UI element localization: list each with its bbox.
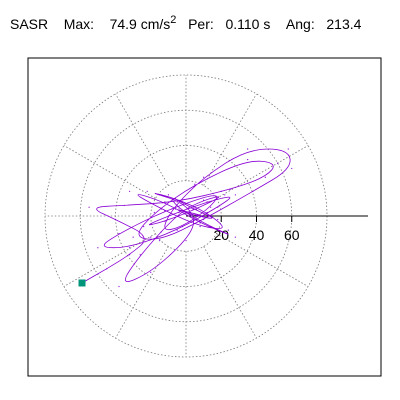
trace-point-42 bbox=[139, 254, 141, 256]
trace-point-23 bbox=[160, 231, 162, 233]
grid-spoke-210 bbox=[63, 233, 156, 287]
trace-point-59 bbox=[178, 208, 180, 210]
grid-spoke-30 bbox=[216, 145, 309, 199]
header-bar: SASR Max: 74.9 cm/s2 Per: 0.110 s Ang: 2… bbox=[10, 14, 361, 38]
trace-point-10 bbox=[277, 162, 279, 164]
period-label: Per: bbox=[188, 16, 214, 32]
trace-point-11 bbox=[247, 159, 249, 161]
trace-point-9 bbox=[264, 176, 266, 178]
plot-frame bbox=[27, 57, 382, 377]
trace-point-19 bbox=[287, 148, 289, 150]
trace-point-25 bbox=[210, 206, 212, 208]
trace-point-21 bbox=[203, 176, 205, 178]
station-code: SASR bbox=[10, 16, 49, 32]
trace-point-35 bbox=[167, 215, 169, 217]
trace-point-17 bbox=[252, 190, 254, 192]
max-exponent: 2 bbox=[170, 14, 177, 26]
trace-point-54 bbox=[129, 190, 131, 192]
trace-point-57 bbox=[234, 236, 236, 238]
radial-tick-label-20: 20 bbox=[213, 227, 229, 243]
radial-axis: 20 40 60 bbox=[186, 215, 368, 243]
trace-point-64 bbox=[174, 208, 177, 210]
trace-point-39 bbox=[224, 194, 226, 196]
radial-tick-label-40: 40 bbox=[249, 227, 265, 243]
trace-point-52 bbox=[199, 225, 201, 228]
trace-point-38 bbox=[195, 208, 198, 210]
trace-point-13 bbox=[153, 211, 155, 214]
trace-point-7 bbox=[176, 201, 178, 203]
trace-point-62 bbox=[217, 218, 219, 221]
trace-point-32 bbox=[217, 206, 219, 208]
trace-point-14 bbox=[132, 236, 134, 238]
trace-layer bbox=[81, 148, 293, 288]
trace-point-37 bbox=[164, 220, 166, 222]
trace-point-51 bbox=[227, 229, 229, 231]
trace-point-43 bbox=[118, 285, 120, 288]
trace-point-29 bbox=[97, 247, 99, 249]
trace-point-45 bbox=[185, 240, 187, 242]
trace-point-47 bbox=[181, 201, 184, 203]
trace-point-46 bbox=[195, 218, 198, 221]
trace-point-56 bbox=[199, 222, 201, 224]
trace-point-65 bbox=[188, 211, 191, 214]
trace-point-36 bbox=[143, 225, 145, 228]
angle-label: Ang: bbox=[285, 16, 315, 32]
start-marker bbox=[78, 279, 86, 287]
trace-point-27 bbox=[164, 210, 166, 212]
max-value: 74.9 cm/s bbox=[109, 16, 171, 32]
trace-point-63 bbox=[195, 215, 198, 217]
trace-point-67 bbox=[188, 213, 191, 215]
trace-point-30 bbox=[129, 247, 131, 249]
trace-point-53 bbox=[160, 208, 162, 210]
trace-point-15 bbox=[158, 240, 161, 242]
trace-point-41 bbox=[178, 211, 180, 214]
trace-point-5 bbox=[88, 206, 90, 208]
trace-point-4 bbox=[114, 218, 117, 221]
trace-point-58 bbox=[210, 225, 212, 228]
trace-point-24 bbox=[181, 225, 184, 228]
trace-point-12 bbox=[194, 183, 196, 185]
trace-point-2 bbox=[129, 254, 131, 256]
motion-trace-0 bbox=[81, 148, 291, 284]
trace-point-26 bbox=[220, 190, 222, 192]
period-value: 0.110 s bbox=[225, 16, 271, 32]
trace-point-55 bbox=[164, 201, 166, 203]
grid-spoke-150 bbox=[63, 145, 156, 199]
radial-tick-label-60: 60 bbox=[284, 227, 300, 243]
trace-point-49 bbox=[174, 197, 177, 199]
grid-spoke-300 bbox=[203, 246, 257, 339]
grid-spoke-240 bbox=[115, 246, 169, 339]
trace-point-16 bbox=[203, 218, 205, 221]
trace-point-3 bbox=[150, 236, 152, 238]
trace-point-18 bbox=[291, 167, 293, 170]
trace-point-6 bbox=[123, 204, 125, 207]
trace-point-22 bbox=[171, 208, 173, 210]
trace-point-66 bbox=[203, 215, 205, 217]
trace-point-34 bbox=[206, 201, 208, 203]
trace-point-61 bbox=[192, 208, 194, 210]
trace-point-48 bbox=[146, 190, 148, 192]
grid-spoke-60 bbox=[203, 93, 257, 186]
trace-point-40 bbox=[203, 199, 205, 201]
grid-spoke-120 bbox=[115, 93, 169, 186]
trace-point-1 bbox=[106, 268, 108, 270]
trace-point-31 bbox=[176, 229, 178, 231]
trace-point-8 bbox=[229, 188, 231, 191]
marker-layer bbox=[78, 279, 86, 287]
trace-point-44 bbox=[150, 271, 152, 273]
grid-spoke-330 bbox=[216, 233, 309, 287]
trace-point-60 bbox=[167, 194, 169, 196]
max-label: Max: bbox=[63, 16, 95, 32]
trace-point-20 bbox=[247, 148, 249, 150]
trace-point-28 bbox=[118, 233, 120, 235]
trace-point-50 bbox=[206, 211, 208, 214]
trace-point-33 bbox=[234, 194, 236, 196]
angle-value: 213.4 bbox=[326, 16, 362, 32]
